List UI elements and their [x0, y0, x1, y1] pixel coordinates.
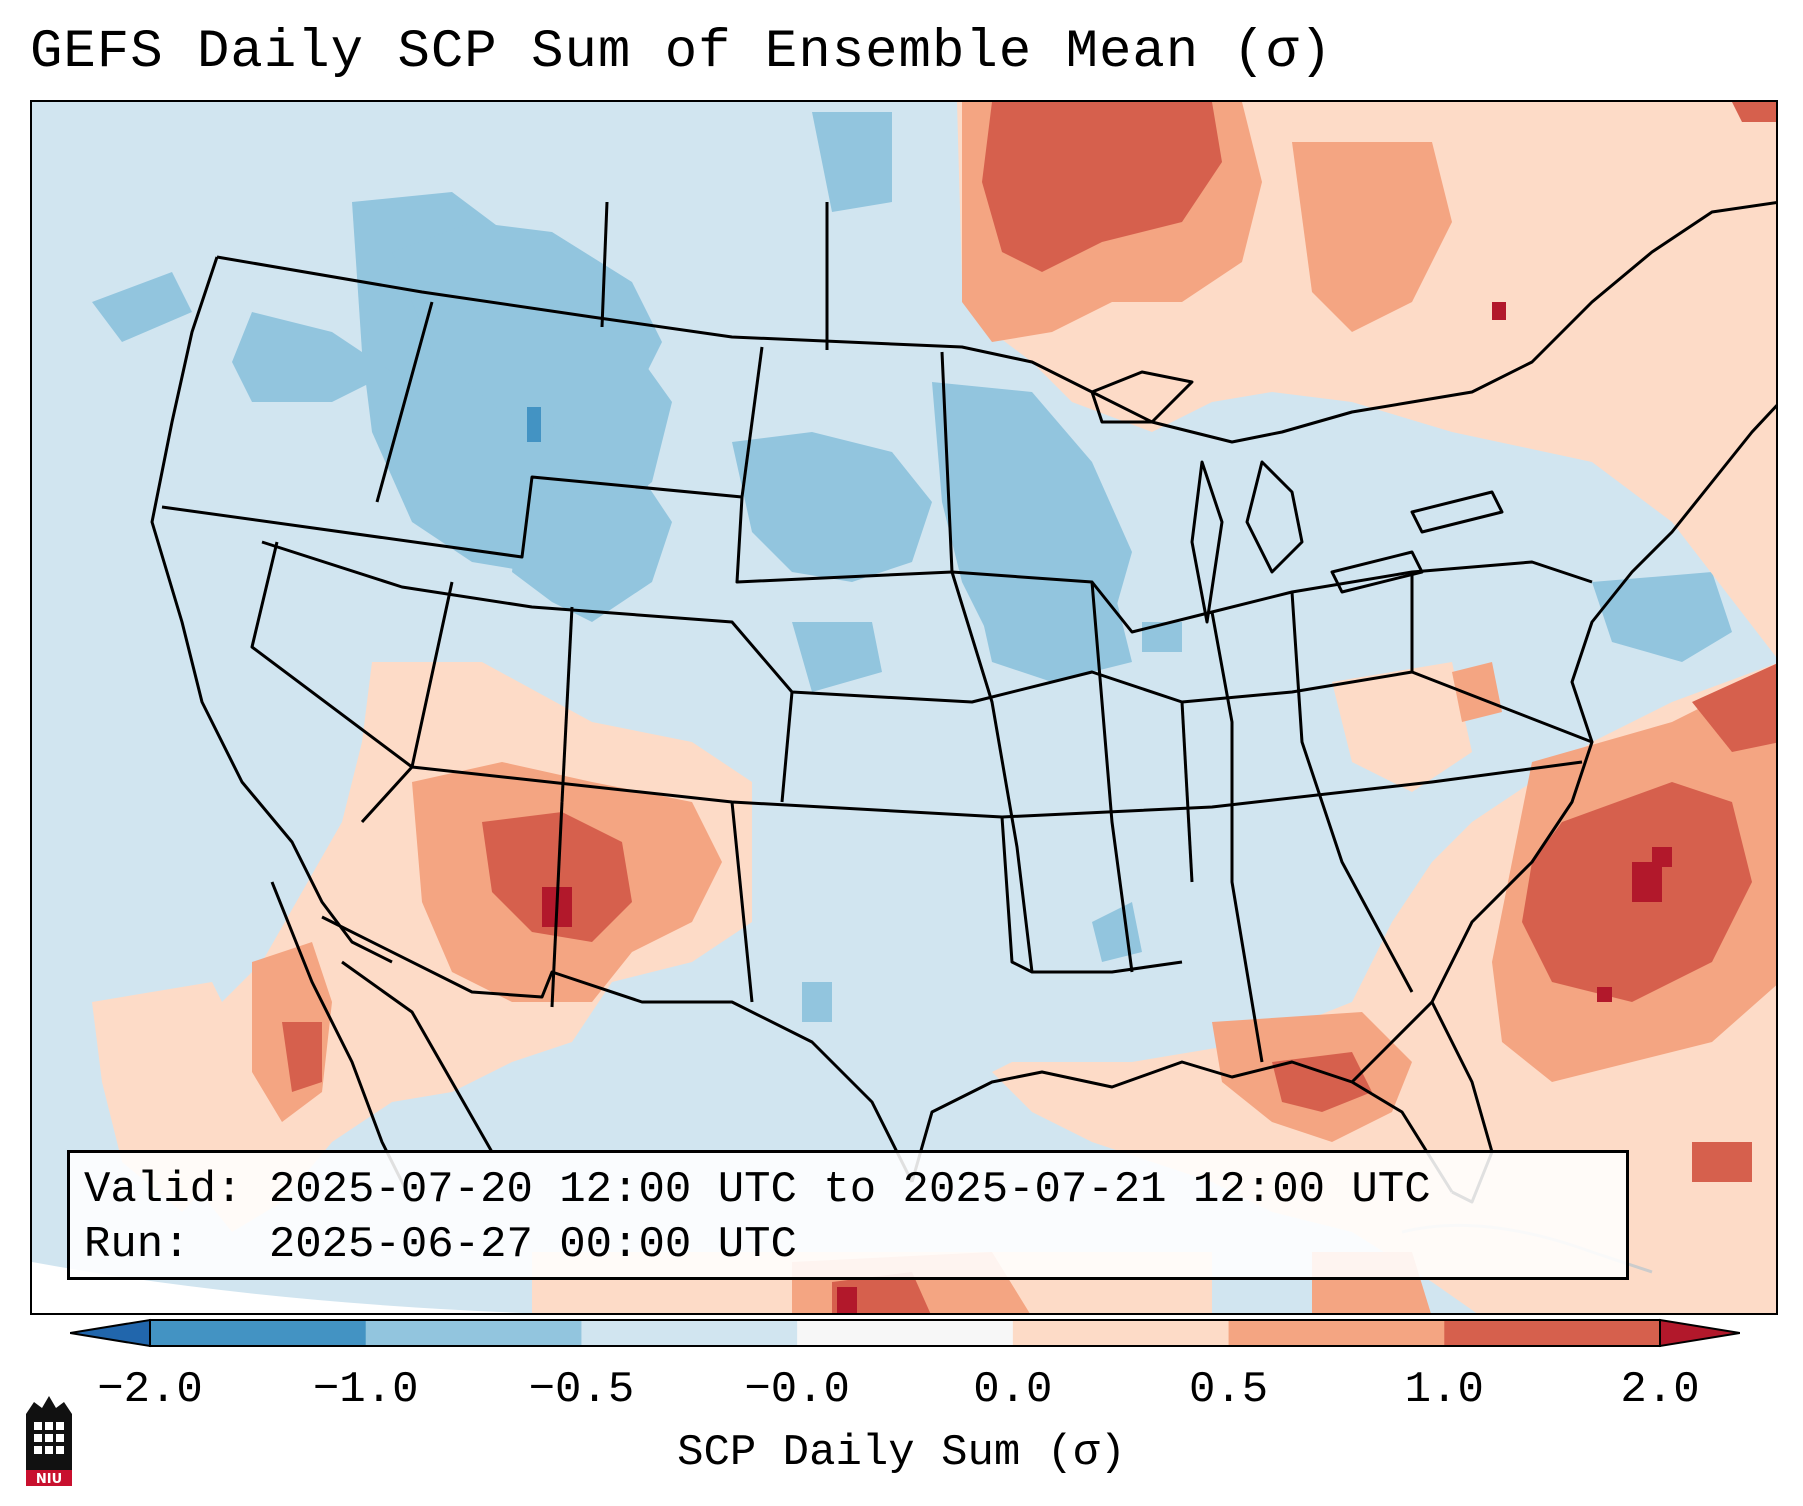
- colorbar-tick-label: −2.0: [97, 1365, 203, 1415]
- colorbar-segment: [797, 1320, 1014, 1346]
- colorbar-segment: [1228, 1320, 1445, 1346]
- colorbar-segment: [581, 1320, 798, 1346]
- strong-negative-cells: [527, 407, 541, 442]
- colorbar: [70, 1318, 1740, 1348]
- colorbar-tick-label: −0.0: [744, 1365, 850, 1415]
- map-title: GEFS Daily SCP Sum of Ensemble Mean (σ): [30, 22, 1333, 83]
- niu-logo: NIU: [26, 1396, 72, 1487]
- valid-line: Valid: 2025-07-20 12:00 UTC to 2025-07-2…: [84, 1165, 1431, 1215]
- colorbar-under-extension: [70, 1318, 151, 1348]
- map-panel: [30, 100, 1778, 1315]
- logo-windows: [34, 1422, 64, 1454]
- logo-text: NIU: [36, 1472, 62, 1487]
- colorbar-segment: [1012, 1320, 1230, 1346]
- projection-edge: [32, 1262, 524, 1313]
- colorbar-outline: [149, 1319, 1661, 1347]
- colorbar-tick-label: 0.0: [973, 1365, 1053, 1415]
- colorbar-tick-label: 2.0: [1620, 1365, 1700, 1415]
- colorbar-tick-label: 1.0: [1404, 1365, 1484, 1415]
- colorbar-over-extension: [1659, 1318, 1740, 1348]
- map-canvas: [32, 102, 1776, 1313]
- political-boundaries: [150, 201, 1776, 1204]
- valid-run-info-box: Valid: 2025-07-20 12:00 UTC to 2025-07-2…: [67, 1150, 1629, 1280]
- colorbar-segment: [365, 1320, 582, 1346]
- logo-banner: [26, 1470, 72, 1486]
- colorbar-segments: [70, 1318, 1740, 1348]
- run-line: Run: 2025-06-27 00:00 UTC: [84, 1220, 797, 1270]
- colorbar-tick-label: −1.0: [312, 1365, 419, 1415]
- colorbar-tick-label: 0.5: [1188, 1365, 1269, 1415]
- colorbar-label: SCP Daily Sum (σ): [677, 1428, 1126, 1478]
- colorbar-segment: [1444, 1320, 1661, 1346]
- colorbar-tick-label: −0.5: [528, 1365, 635, 1415]
- colorbar-segment: [150, 1320, 367, 1346]
